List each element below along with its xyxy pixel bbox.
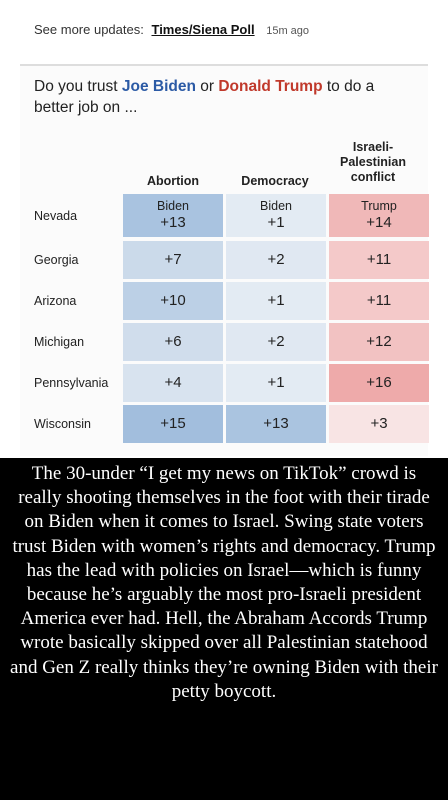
margin-value: +13 xyxy=(263,415,289,432)
margin-value: +6 xyxy=(164,333,182,350)
margin-value: +2 xyxy=(267,251,285,268)
state-label: Arizona xyxy=(34,294,77,308)
source-link[interactable]: Times/Siena Poll xyxy=(151,22,255,37)
state-label: Wisconsin xyxy=(34,417,91,431)
post-caption: The 30-under “I get my news on TikTok” c… xyxy=(10,463,438,702)
state-label: Michigan xyxy=(34,335,85,349)
question-trump: Donald Trump xyxy=(218,78,323,95)
poll-cell: +11 xyxy=(329,241,429,279)
poll-question: Do you trust Joe Biden or Donald Trump t… xyxy=(34,76,414,118)
margin-value: +3 xyxy=(370,415,388,432)
poll-cell: Trump +14 xyxy=(329,194,429,237)
margin-value: +2 xyxy=(267,333,285,350)
question-text-1: Do you trust xyxy=(34,78,122,95)
poll-cell: +6 xyxy=(123,323,223,361)
poll-cell: +1 xyxy=(226,282,326,320)
poll-cell: +11 xyxy=(329,282,429,320)
column-header-abortion: Abortion xyxy=(146,174,200,188)
question-text-2: or xyxy=(195,78,219,95)
poll-cell: Biden +1 xyxy=(226,194,326,237)
poll-graphic: Do you trust Joe Biden or Donald Trump t… xyxy=(20,64,429,456)
margin-value: +4 xyxy=(164,374,182,391)
margin-value: +1 xyxy=(267,292,285,309)
updates-text: See more updates: Times/Siena Poll 15m a… xyxy=(34,22,309,37)
poll-cell: +13 xyxy=(226,405,326,443)
margin-value: +16 xyxy=(366,374,392,391)
poll-cell: +15 xyxy=(123,405,223,443)
post-time: 15m ago xyxy=(266,25,310,37)
poll-cell: Biden +13 xyxy=(123,194,223,237)
poll-cell: +12 xyxy=(329,323,429,361)
margin-value: +10 xyxy=(160,292,186,309)
poll-cell: +16 xyxy=(329,364,429,402)
question-biden: Joe Biden xyxy=(121,78,196,95)
leader-label: Biden xyxy=(157,199,189,213)
poll-card: Do you trust Joe Biden or Donald Trump t… xyxy=(0,58,448,458)
margin-value: +13 xyxy=(160,214,186,231)
margin-value: +11 xyxy=(366,292,392,309)
margin-value: +14 xyxy=(366,214,392,231)
state-label: Pennsylvania xyxy=(34,376,109,390)
updates-bar: See more updates: Times/Siena Poll 15m a… xyxy=(0,0,448,58)
margin-value: +12 xyxy=(366,333,392,350)
poll-cell: +7 xyxy=(123,241,223,279)
poll-cell: +2 xyxy=(226,241,326,279)
margin-value: +1 xyxy=(267,374,285,391)
leader-label: Biden xyxy=(260,199,292,213)
poll-cell: +2 xyxy=(226,323,326,361)
poll-cell: +3 xyxy=(329,405,429,443)
margin-value: +15 xyxy=(160,415,186,432)
question-text-3: to do a better job on ... xyxy=(34,78,375,116)
updates-prefix: See more updates: xyxy=(34,22,144,37)
column-header-israeli-palestinian: Israeli-Palestinian conflict xyxy=(340,140,406,184)
column-header-democracy: Democracy xyxy=(241,174,309,188)
poll-cell: +10 xyxy=(123,282,223,320)
margin-value: +1 xyxy=(267,214,285,231)
poll-cell: +4 xyxy=(123,364,223,402)
poll-cell: +1 xyxy=(226,364,326,402)
leader-label: Trump xyxy=(361,199,397,213)
margin-value: +7 xyxy=(164,251,182,268)
state-label: Nevada xyxy=(34,208,78,223)
state-label: Georgia xyxy=(34,253,79,267)
margin-value: +11 xyxy=(366,251,392,268)
